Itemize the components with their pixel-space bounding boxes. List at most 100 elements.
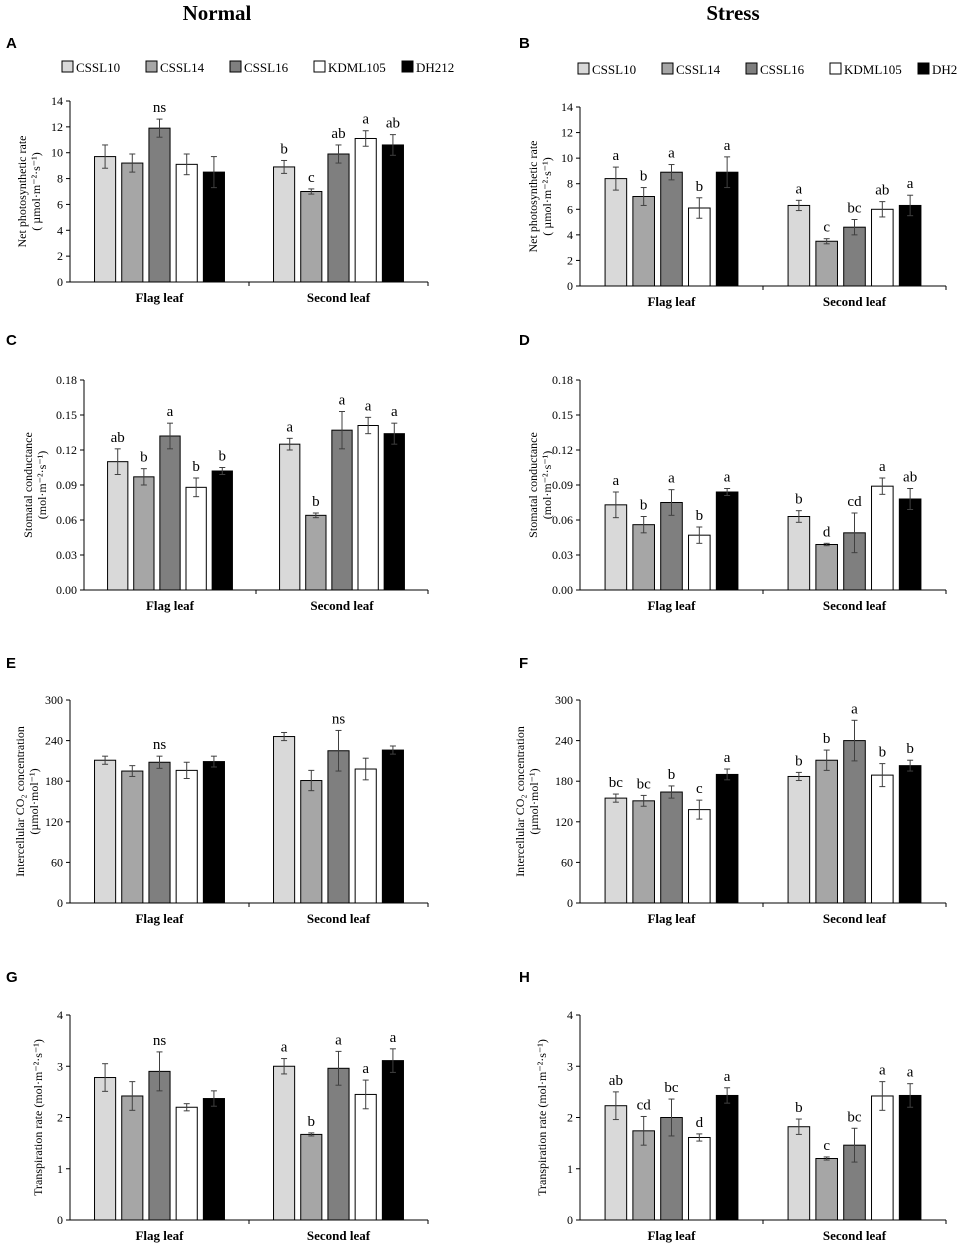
error-bar: [823, 238, 830, 245]
legend: CSSL10 CSSL14 CSSL16 KDML105 DH212: [577, 62, 957, 77]
bar-cssl16: [327, 750, 350, 904]
error-bar: [696, 799, 703, 820]
significance-label: a: [879, 459, 886, 475]
bar-cssl16: [148, 127, 171, 283]
y-tick-label: 0.00: [552, 583, 573, 597]
bar-cssl10: [604, 1105, 628, 1221]
legend-label: CSSL10: [76, 60, 120, 75]
bar-dh212: [715, 1094, 739, 1221]
chart-panel-a: A 0 2 4 6 8 10 12 14 Flag leaf Second leaf Net phot…: [6, 35, 454, 305]
x-category-label: Flag leaf: [647, 911, 696, 926]
legend-swatch-cssl16: [229, 60, 242, 73]
significance-label: a: [907, 176, 914, 192]
significance-label: a: [724, 1069, 731, 1085]
bar-dh212: [202, 761, 225, 904]
significance-label: ns: [153, 1033, 167, 1049]
significance-label: b: [795, 753, 803, 769]
bar-dh212: [381, 1060, 404, 1221]
error-bar: [286, 437, 293, 451]
error-bar: [140, 468, 147, 486]
error-bar: [668, 489, 675, 516]
bar-cssl16: [843, 740, 866, 904]
error-bar: [129, 1081, 136, 1111]
error-bar: [389, 745, 396, 755]
y-tick-label: 4: [57, 1008, 63, 1022]
chart-panel-g: G 0 1 2 3 4 Flag leaf Second leaf Transpiration …: [6, 969, 429, 1243]
bar-kdml105: [175, 769, 198, 904]
significance-label: b: [823, 731, 831, 747]
bar-cssl14: [133, 476, 155, 591]
bar-cssl10: [107, 461, 129, 591]
y-tick-label: 14: [561, 100, 573, 114]
y-tick-label: 0.06: [56, 513, 77, 527]
legend-swatch-cssl10: [61, 60, 74, 73]
significance-label: cd: [637, 1097, 652, 1113]
y-tick-label: 3: [57, 1059, 63, 1073]
legend-label: CSSL14: [160, 60, 205, 75]
significance-label: bc: [664, 1080, 679, 1096]
y-axis-title: Net photosynthetic rate: [15, 136, 29, 248]
y-axis-units: ( µmol·m⁻²·s⁻¹): [29, 152, 43, 230]
error-bar: [823, 542, 830, 547]
error-bar: [281, 1058, 288, 1075]
panel-label: B: [519, 35, 530, 52]
bar-cssl16: [148, 1070, 171, 1221]
error-bar: [851, 219, 858, 236]
bar-cssl16: [843, 226, 866, 287]
bar-kdml105: [688, 207, 711, 287]
error-bar: [696, 197, 703, 219]
x-category-label: Flag leaf: [135, 1228, 184, 1243]
x-category-label: Second leaf: [823, 911, 887, 926]
error-bar: [389, 134, 396, 156]
significance-label: a: [724, 470, 731, 486]
significance-label: b: [668, 767, 676, 783]
significance-label: b: [140, 450, 148, 466]
y-tick-label: 0.18: [552, 373, 573, 387]
error-bar: [339, 411, 345, 450]
legend-label: CSSL16: [244, 60, 289, 75]
significance-label: bc: [847, 201, 862, 217]
error-bar: [907, 759, 914, 772]
error-bar: [879, 763, 886, 788]
bar-dh212: [381, 144, 404, 283]
legend-swatch-cssl14: [145, 60, 158, 73]
y-tick-label: 2: [57, 1111, 63, 1125]
error-bar: [183, 761, 190, 779]
error-bar: [102, 144, 109, 169]
y-tick-label: 1: [567, 1162, 573, 1176]
y-tick-label: 2: [567, 253, 573, 267]
significance-label: a: [281, 1040, 288, 1056]
significance-label: b: [640, 498, 648, 514]
bar-cssl14: [815, 759, 838, 904]
legend-label: KDML105: [844, 62, 902, 77]
error-bar: [851, 512, 858, 554]
significance-label: a: [613, 148, 620, 164]
y-tick-label: 60: [51, 855, 63, 869]
legend-label: DH212: [932, 62, 957, 77]
error-bar: [362, 130, 369, 147]
error-bar: [156, 118, 163, 138]
error-bar: [724, 488, 731, 496]
significance-label: b: [308, 1114, 316, 1130]
significance-label: a: [167, 404, 174, 420]
panel-label: D: [519, 332, 530, 349]
y-tick-label: 0.12: [552, 443, 573, 457]
error-bar: [102, 755, 109, 765]
y-tick-label: 2: [57, 249, 63, 263]
bar-cssl14: [121, 770, 144, 904]
y-tick-label: 300: [555, 693, 573, 707]
error-bar: [612, 491, 619, 519]
significance-label: a: [724, 750, 731, 766]
error-bar: [183, 1103, 190, 1112]
x-category-label: Flag leaf: [135, 290, 184, 305]
bar-cssl14: [121, 162, 144, 283]
error-bar: [391, 422, 398, 445]
bar-cssl14: [815, 240, 838, 287]
significance-label: b: [640, 169, 648, 185]
error-bar: [335, 729, 342, 772]
significance-label: ab: [331, 126, 345, 142]
y-tick-label: 1: [57, 1162, 63, 1176]
legend: CSSL10 CSSL14 CSSL16 KDML105 DH212: [61, 60, 454, 75]
bar-cssl14: [305, 514, 327, 591]
legend-swatch-cssl14: [661, 62, 674, 75]
